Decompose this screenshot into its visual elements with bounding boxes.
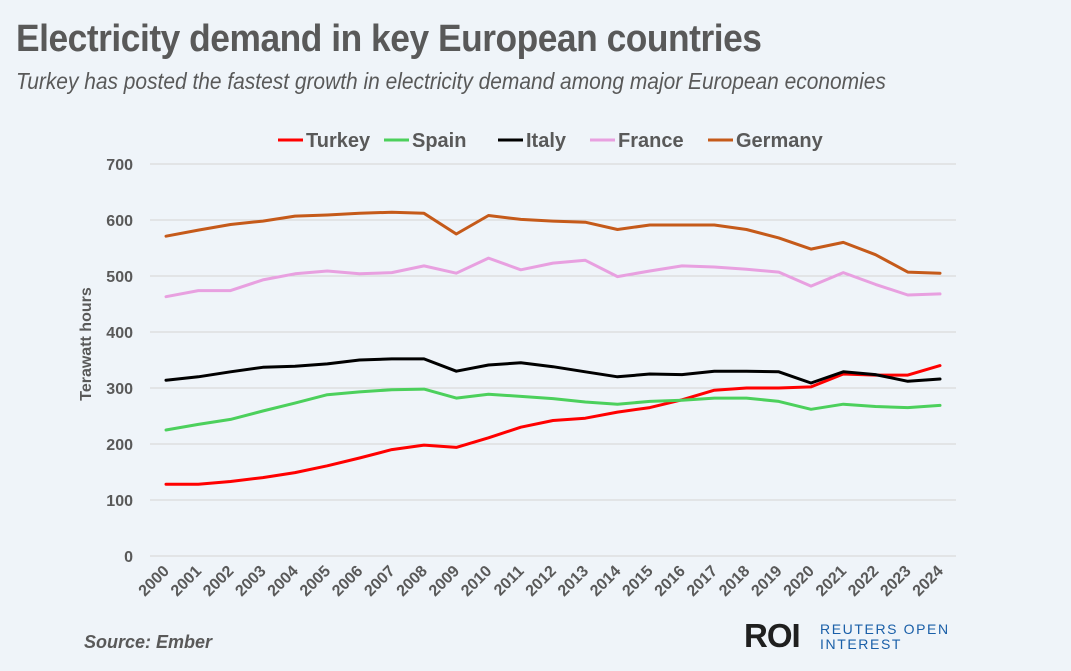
y-tick-label: 600 xyxy=(106,213,133,230)
x-tick-label: 2000 xyxy=(136,563,173,600)
x-tick-label: 2008 xyxy=(394,563,431,600)
x-tick-label: 2019 xyxy=(748,563,785,600)
x-tick-label: 2016 xyxy=(652,563,689,600)
chart-title: Electricity demand in key European count… xyxy=(16,18,762,60)
legend-item-italy: Italy xyxy=(498,130,567,152)
y-tick-label: 700 xyxy=(106,157,133,174)
y-tick-label: 500 xyxy=(106,269,133,286)
x-tick-label: 2012 xyxy=(523,563,560,600)
roi-logo: ROI xyxy=(744,617,801,654)
legend-label-germany: Germany xyxy=(736,130,824,152)
roi-logo-line2: INTEREST xyxy=(820,636,903,652)
y-axis-ticks: 0 100 200 300 400 500 600 700 xyxy=(106,157,133,566)
legend-item-spain: Spain xyxy=(384,130,466,152)
x-tick-label: 2001 xyxy=(168,563,205,600)
series-line-turkey xyxy=(164,364,942,486)
x-axis-ticks: 2000200120022003200420052006200720082009… xyxy=(136,563,947,600)
y-tick-label: 300 xyxy=(106,381,133,398)
x-tick-label: 2018 xyxy=(716,563,753,600)
x-tick-label: 2002 xyxy=(200,563,237,600)
x-tick-label: 2013 xyxy=(555,563,592,600)
x-tick-label: 2006 xyxy=(329,563,366,600)
x-tick-label: 2015 xyxy=(619,563,656,600)
x-tick-label: 2011 xyxy=(491,563,528,600)
series-line-france xyxy=(164,256,942,299)
x-tick-label: 2007 xyxy=(361,563,398,600)
x-tick-label: 2010 xyxy=(458,563,495,600)
y-tick-label: 400 xyxy=(106,325,133,342)
x-tick-label: 2014 xyxy=(587,563,624,600)
x-tick-label: 2004 xyxy=(265,563,302,600)
legend-label-france: France xyxy=(618,130,684,152)
roi-logo-line1: REUTERS OPEN xyxy=(820,621,950,637)
series-lines xyxy=(164,210,942,486)
legend-item-germany: Germany xyxy=(708,130,824,152)
x-tick-label: 2022 xyxy=(845,563,882,600)
series-line-spain xyxy=(164,387,942,432)
x-tick-label: 2017 xyxy=(684,563,721,600)
legend-label-italy: Italy xyxy=(526,130,567,152)
series-line-italy xyxy=(164,357,942,385)
y-tick-label: 200 xyxy=(106,437,133,454)
source-note: Source: Ember xyxy=(84,632,213,652)
legend-label-turkey: Turkey xyxy=(306,130,371,152)
x-tick-label: 2003 xyxy=(232,563,269,600)
legend-item-france: France xyxy=(590,130,684,152)
legend-label-spain: Spain xyxy=(412,130,466,152)
gridlines xyxy=(150,163,956,557)
legend-item-turkey: Turkey xyxy=(278,130,371,152)
x-tick-label: 2021 xyxy=(813,563,850,600)
y-tick-label: 0 xyxy=(124,549,133,566)
y-axis-title: Terawatt hours xyxy=(78,287,95,401)
roi-logo-text: REUTERS OPEN INTEREST xyxy=(820,622,950,652)
x-tick-label: 2023 xyxy=(877,563,914,600)
series-line-germany xyxy=(164,210,942,275)
x-tick-label: 2024 xyxy=(910,563,947,600)
legend: Turkey Spain Italy France Germany xyxy=(278,130,824,152)
x-tick-label: 2020 xyxy=(781,563,818,600)
x-tick-label: 2005 xyxy=(297,563,334,600)
chart-subtitle: Turkey has posted the fastest growth in … xyxy=(16,68,886,94)
x-tick-label: 2009 xyxy=(426,563,463,600)
y-tick-label: 100 xyxy=(106,493,133,510)
